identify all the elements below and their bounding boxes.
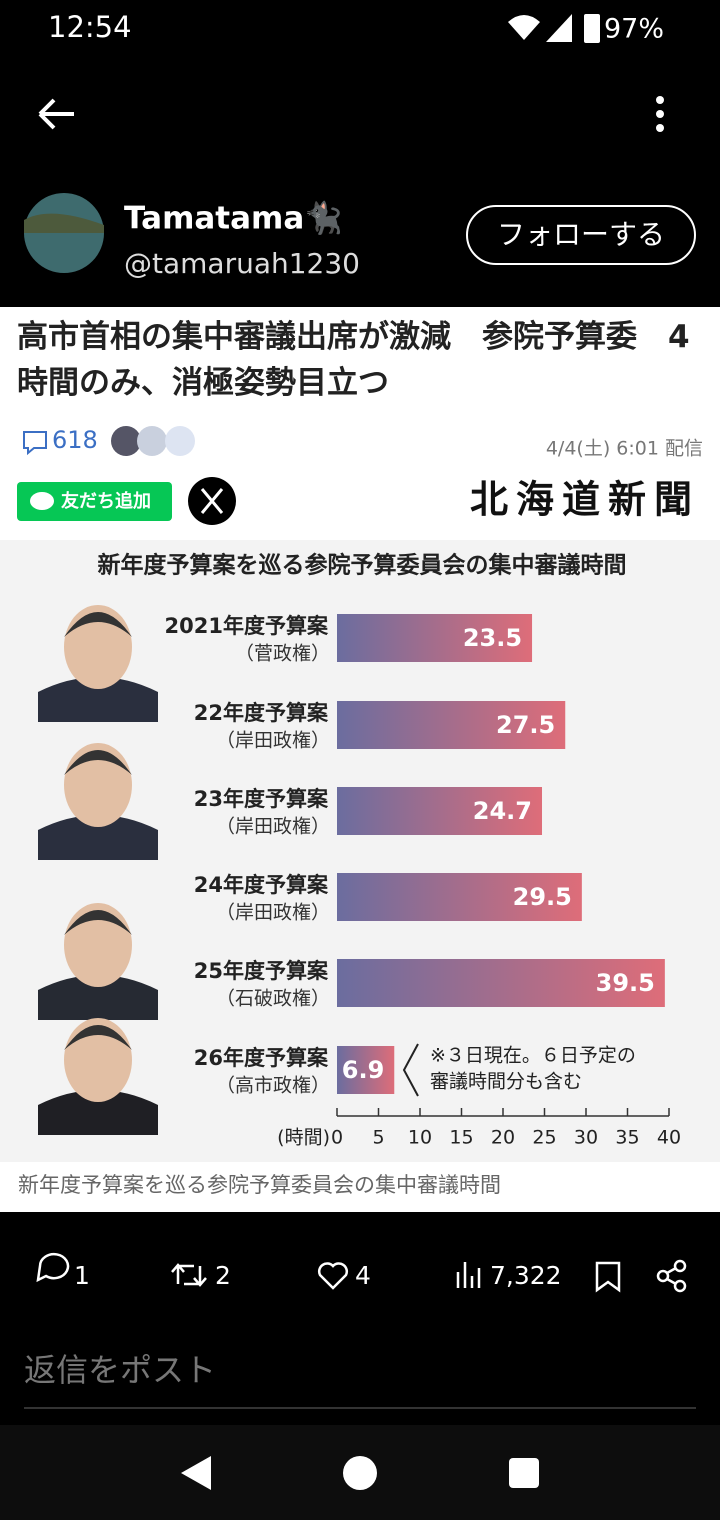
article-date: 4/4(土) 6:01 配信 <box>546 438 703 460</box>
user-name[interactable]: Tamatama🐈‍⬛ <box>124 200 343 237</box>
photo-face <box>64 1018 132 1102</box>
x-tick-label: 15 <box>449 1127 473 1149</box>
battery-level: 97% <box>604 14 664 45</box>
category-label: 2021年度予算案 <box>165 614 329 638</box>
category-note: （岸田政権） <box>216 816 330 838</box>
avatar-detail <box>24 213 104 233</box>
comment-icon <box>23 431 47 456</box>
photo-hair <box>64 612 132 637</box>
x-tick-label: 25 <box>532 1127 556 1149</box>
repost-count[interactable]: 2 <box>215 1261 231 1290</box>
bar <box>337 959 665 1007</box>
newspaper-logo: 北海道新聞 <box>470 477 700 522</box>
value-label: 24.7 <box>473 797 532 825</box>
nav-back[interactable] <box>181 1456 211 1490</box>
category-label: 26年度予算案 <box>194 1046 329 1070</box>
category-note: （石破政権） <box>216 988 330 1010</box>
line-logo <box>30 492 54 510</box>
value-label: 23.5 <box>463 624 522 652</box>
photo-suit <box>38 975 158 1020</box>
category-label: 23年度予算案 <box>194 787 329 811</box>
signal-icon <box>546 14 572 42</box>
photo-suit <box>38 1090 158 1135</box>
photo-face <box>64 605 132 689</box>
x-tick-label: 40 <box>657 1127 681 1149</box>
share-button[interactable] <box>656 1259 687 1293</box>
category-note: （岸田政権） <box>216 902 330 924</box>
follow-button[interactable] <box>466 205 696 265</box>
bar <box>337 873 582 921</box>
category-note: （高市政権） <box>216 1075 330 1097</box>
x-tick-label: 10 <box>408 1127 432 1149</box>
reply-input[interactable]: 返信をポスト <box>24 1351 216 1389</box>
photo-face <box>64 903 132 987</box>
battery-icon <box>584 14 600 43</box>
value-label: 39.5 <box>596 969 655 997</box>
category-note: （菅政権） <box>235 643 330 665</box>
x-tick-label: 35 <box>615 1127 639 1149</box>
reply-icon[interactable] <box>36 1252 70 1283</box>
article-title[interactable]: 高市首相の集中審議出席が激減 参院予算委 4時間のみ、消極姿勢目立つ <box>17 319 690 401</box>
comment-count[interactable]: 618 <box>52 426 98 454</box>
image-caption: 新年度予算案を巡る参院予算委員会の集中審議時間 <box>18 1173 501 1197</box>
x-tick-label: 20 <box>491 1127 515 1149</box>
photos <box>38 605 158 1135</box>
follow-label[interactable]: フォローする <box>497 218 665 251</box>
bar <box>337 701 566 749</box>
category-label: 25年度予算案 <box>194 959 329 983</box>
view-count[interactable]: 7,322 <box>490 1261 562 1290</box>
like-icon[interactable] <box>318 1262 348 1290</box>
like-count[interactable]: 4 <box>355 1261 371 1290</box>
nav-recents[interactable] <box>509 1458 539 1488</box>
x-logo <box>200 488 224 514</box>
user-handle[interactable]: @tamaruah1230 <box>124 247 360 280</box>
clock: 12:54 <box>48 10 132 44</box>
bar <box>337 1046 395 1094</box>
value-label: 27.5 <box>496 711 555 739</box>
bookmark-button[interactable] <box>595 1261 621 1293</box>
views-icon[interactable] <box>456 1262 481 1288</box>
annotation: ※３日現在。６日予定の <box>430 1045 636 1067</box>
line-label[interactable]: 友だち追加 <box>61 490 151 512</box>
category-label: 24年度予算案 <box>194 873 329 897</box>
x-tick-label: 5 <box>372 1127 384 1149</box>
photo-hair <box>64 910 132 935</box>
bar <box>337 787 543 835</box>
nav-home[interactable] <box>343 1456 377 1490</box>
photo-face <box>64 743 132 827</box>
annotation-brace <box>402 1043 419 1097</box>
chart-title: 新年度予算案を巡る参院予算委員会の集中審議時間 <box>98 552 627 579</box>
back-button[interactable] <box>38 98 74 130</box>
annotation: 審議時間分も含む <box>430 1071 582 1093</box>
photo-suit <box>38 677 158 722</box>
repost-icon[interactable] <box>171 1263 207 1287</box>
wifi-icon <box>508 15 540 40</box>
value-label: 6.9 <box>342 1056 385 1084</box>
bar <box>337 614 533 662</box>
photo-suit <box>38 815 158 860</box>
x-tick-label: 30 <box>574 1127 598 1149</box>
line-button[interactable] <box>17 482 172 521</box>
category-note: （岸田政権） <box>216 730 330 752</box>
photo-hair <box>64 1025 132 1050</box>
reply-count[interactable]: 1 <box>74 1261 90 1290</box>
category-label: 22年度予算案 <box>194 701 329 725</box>
reaction-avatars <box>111 426 195 456</box>
menu-button[interactable] <box>656 96 664 132</box>
x-axis-label: (時間) <box>277 1127 330 1149</box>
value-label: 29.5 <box>513 883 572 911</box>
x-tick-label: 0 <box>331 1127 343 1149</box>
photo-hair <box>64 750 132 775</box>
